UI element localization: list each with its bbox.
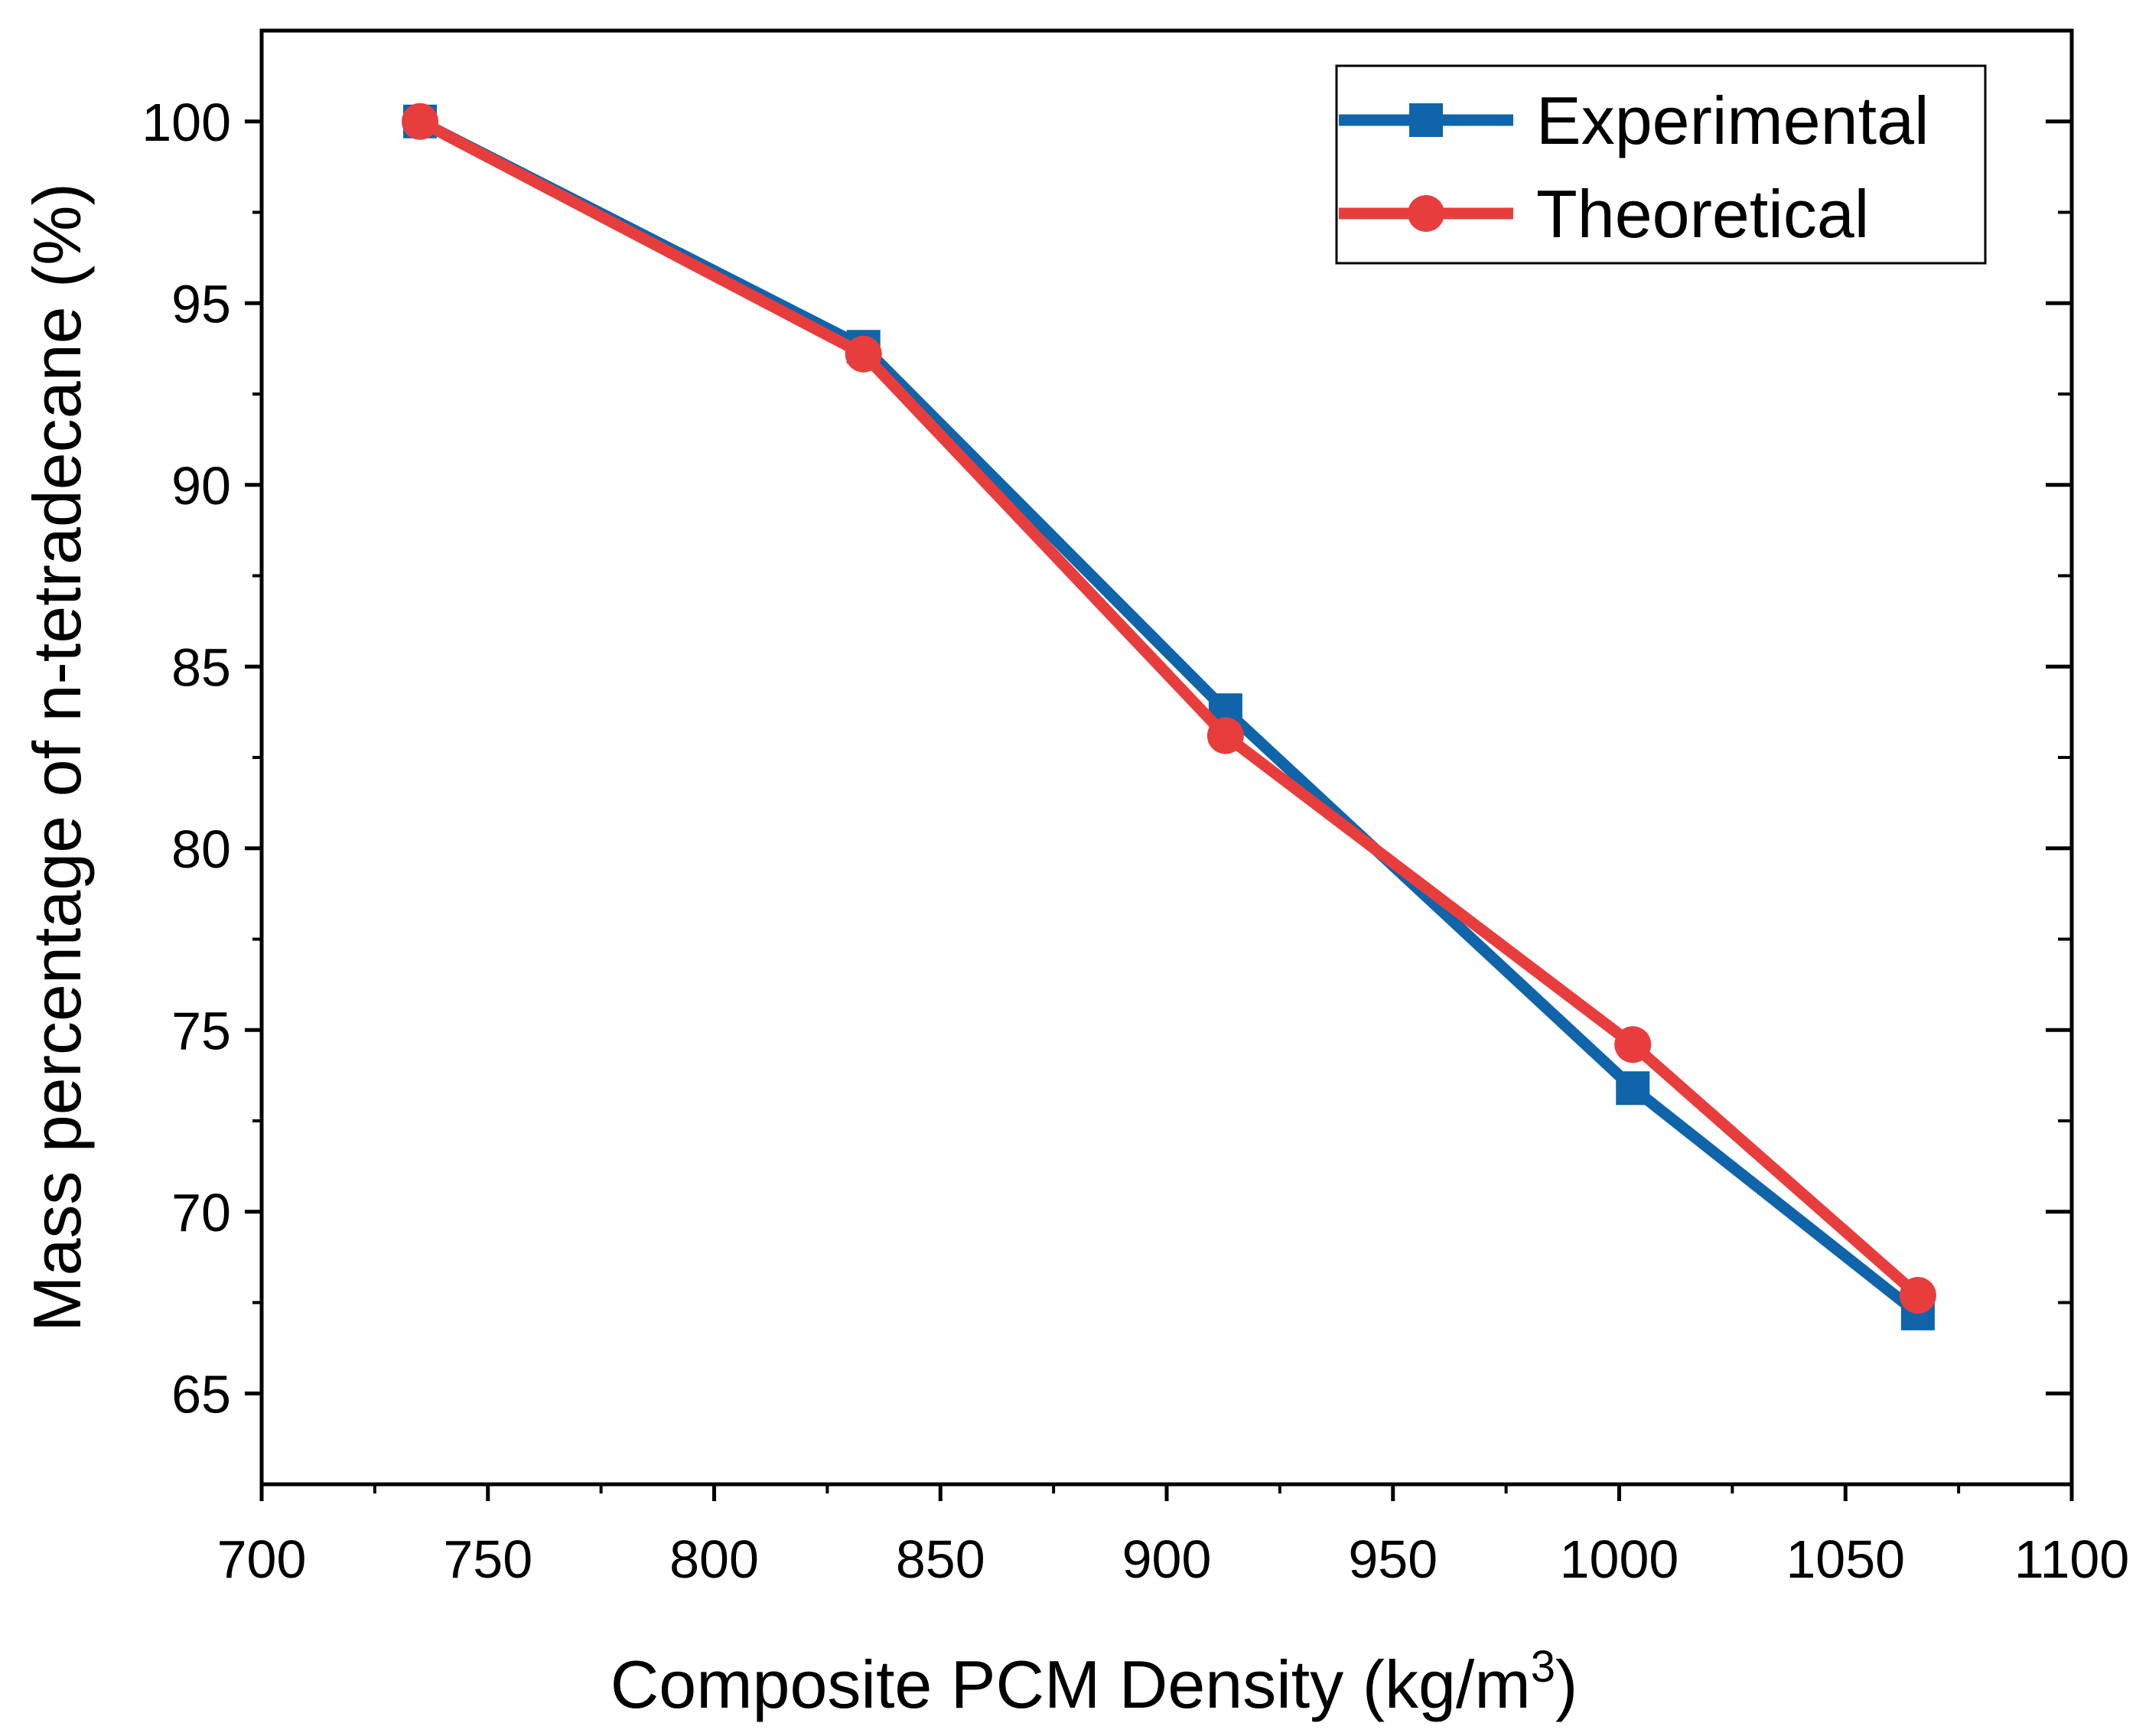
- y-tick-label: 85: [171, 637, 231, 697]
- data-point-theoretical: [1206, 717, 1244, 754]
- x-axis-title-suffix: ): [1555, 1646, 1578, 1722]
- plot-area: [262, 31, 2072, 1484]
- legend-marker-experimental: [1409, 103, 1443, 137]
- x-tick-label: 800: [669, 1529, 759, 1589]
- y-tick-label: 100: [142, 93, 231, 152]
- y-tick-label: 95: [171, 274, 231, 334]
- legend: Experimental Theoretical: [1335, 64, 1987, 265]
- y-tick-label: 90: [171, 456, 231, 516]
- x-tick-label: 1000: [1560, 1529, 1679, 1589]
- x-tick-label: 1100: [2014, 1529, 2130, 1589]
- x-tick-label: 950: [1348, 1529, 1438, 1589]
- y-tick-label: 65: [171, 1364, 231, 1424]
- ticks-layer: 700 750 800 850 900 950 1000 1050 1100 65 70 75 80 85…: [142, 93, 2129, 1589]
- series-layer: [402, 103, 1936, 1330]
- y-tick-label: 70: [171, 1183, 231, 1243]
- x-axis-title: Composite PCM Density (kg/m3): [611, 1642, 1578, 1722]
- x-tick-label: 900: [1122, 1529, 1212, 1589]
- x-axis-title-superscript: 3: [1531, 1642, 1555, 1692]
- data-point-experimental: [1616, 1071, 1650, 1106]
- data-point-theoretical: [1899, 1277, 1936, 1314]
- x-axis-title-main: Composite PCM Density (kg/m: [611, 1646, 1531, 1722]
- y-tick-label: 80: [171, 819, 231, 879]
- legend-label-experimental: Experimental: [1536, 83, 1929, 158]
- data-point-theoretical: [1614, 1026, 1652, 1063]
- legend-box: [1335, 64, 1987, 265]
- y-tick-label: 75: [171, 1001, 231, 1060]
- x-tick-label: 1050: [1786, 1529, 1905, 1589]
- legend-label-theoretical: Theoretical: [1536, 176, 1869, 252]
- x-tick-label: 850: [896, 1529, 985, 1589]
- y-axis-title: Mass percentage of n-tetradecane (%): [19, 183, 95, 1332]
- x-tick-label: 750: [443, 1529, 532, 1589]
- data-point-theoretical: [402, 103, 439, 140]
- data-point-theoretical: [845, 335, 882, 373]
- x-tick-label: 700: [217, 1529, 307, 1589]
- legend-marker-theoretical: [1408, 195, 1444, 232]
